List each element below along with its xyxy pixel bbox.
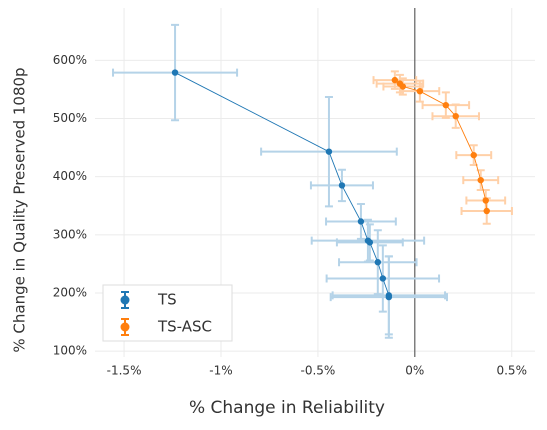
x-tick-label: -1% bbox=[209, 364, 232, 378]
x-tick-label: -0.5% bbox=[300, 364, 335, 378]
data-point bbox=[416, 87, 424, 95]
data-point bbox=[325, 148, 333, 155]
data-point bbox=[171, 69, 179, 76]
y-tick-label: 500% bbox=[53, 111, 87, 125]
y-tick-label: 600% bbox=[53, 53, 87, 67]
data-point bbox=[357, 218, 365, 225]
y-axis-label: % Change in Quality Preserved 1080p bbox=[11, 67, 29, 352]
data-point bbox=[442, 101, 450, 109]
data-point bbox=[391, 76, 399, 84]
data-point bbox=[452, 112, 459, 120]
x-axis-label: % Change in Reliability bbox=[189, 398, 385, 418]
data-point bbox=[483, 207, 490, 215]
x-tick-label: 0.5% bbox=[496, 364, 527, 378]
data-point bbox=[385, 293, 393, 301]
data-point bbox=[374, 258, 382, 266]
x-tick-label: 0% bbox=[405, 364, 424, 378]
data-point bbox=[470, 151, 477, 159]
data-point bbox=[338, 182, 346, 189]
x-tick-label: -1.5% bbox=[107, 364, 142, 378]
data-point bbox=[482, 197, 489, 204]
legend-swatch bbox=[120, 322, 130, 332]
y-tick-label: 300% bbox=[53, 227, 87, 241]
data-point bbox=[379, 275, 387, 282]
data-point bbox=[366, 239, 374, 246]
y-tick-label: 200% bbox=[53, 286, 87, 300]
legend-label: TS-ASC bbox=[157, 318, 212, 336]
y-tick-label: 100% bbox=[53, 344, 87, 358]
y-tick-label: 400% bbox=[53, 169, 87, 183]
legend-label: TS bbox=[157, 291, 177, 309]
data-point bbox=[477, 176, 484, 184]
legend-swatch bbox=[120, 295, 130, 305]
data-point bbox=[399, 83, 407, 90]
